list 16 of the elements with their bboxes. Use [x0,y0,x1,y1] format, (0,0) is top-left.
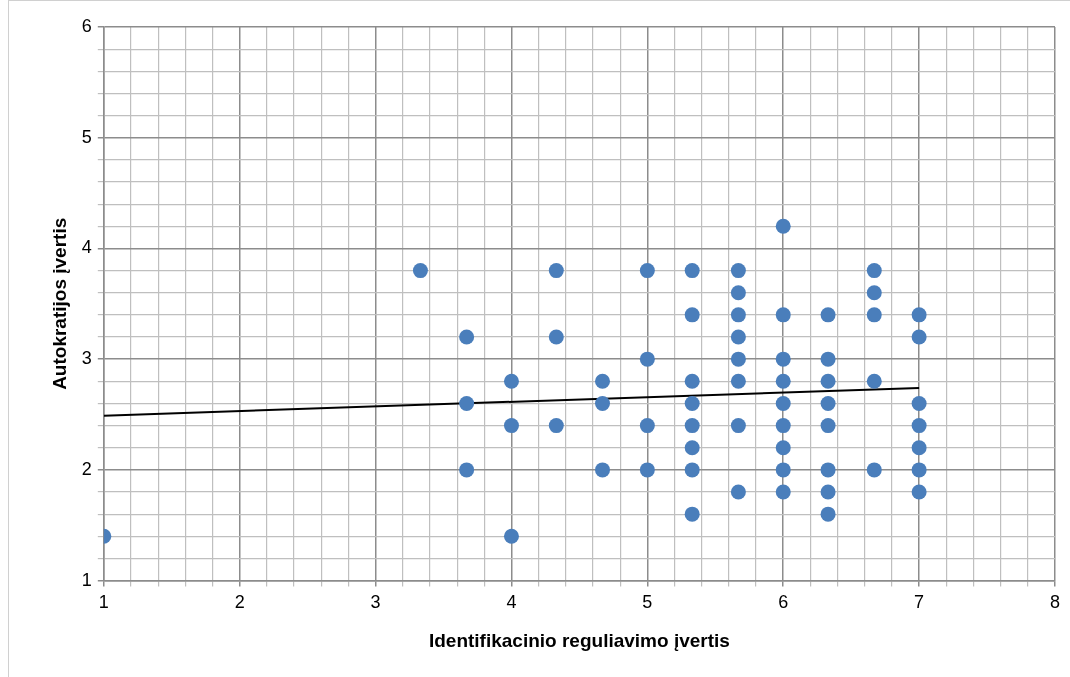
y-tick-label: 2 [81,458,92,479]
x-tick-label: 8 [1049,592,1061,613]
x-axis-title: Identifikacinio reguliavimo įvertis [428,629,730,651]
y-tick-label: 5 [81,126,92,147]
x-tick-label: 6 [778,592,789,613]
y-axis-title: Autokratijos įvertis [48,217,70,390]
y-tick-label: 6 [81,15,92,36]
x-tick-label: 3 [370,592,381,613]
x-tick-label: 5 [642,592,653,613]
x-tick-label: 1 [98,592,109,613]
y-tick-label: 3 [81,348,92,369]
x-tick-label: 2 [234,592,245,613]
y-tick-label: 4 [81,237,92,258]
y-tick-label: 1 [81,569,92,590]
x-tick-label: 7 [914,592,925,613]
x-tick-label: 4 [506,592,517,613]
